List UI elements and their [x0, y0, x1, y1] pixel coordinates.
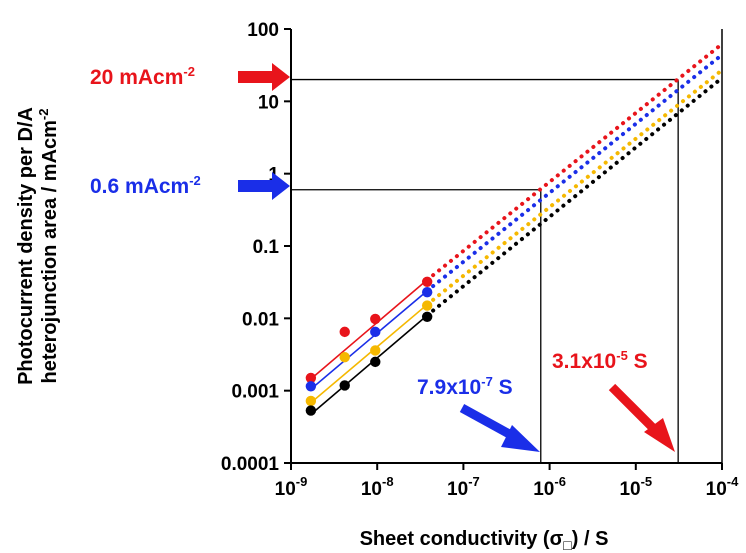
annotation-7.9e-7-s-sup: -7	[481, 374, 493, 389]
x-axis-title-suffix: ) / S	[572, 528, 609, 550]
fit-line-series-1	[310, 290, 428, 390]
annotation-20-macm2-sup: -2	[183, 64, 195, 79]
data-point-series-0	[421, 276, 433, 287]
y-tick-label: 100	[247, 20, 279, 41]
annotation-3.1e-5-s: 3.1x10-5 S	[552, 348, 648, 373]
data-point-series-3	[370, 356, 381, 368]
x-axis-title-main: Sheet conductivity (σ	[360, 528, 564, 550]
x-tick-exp: -9	[296, 474, 308, 489]
y-tick-label: 0.0001	[221, 454, 280, 475]
x-axis-title-sub: □	[563, 537, 572, 553]
x-tick-label: 10-8	[361, 474, 394, 500]
annotation-0.6-macm2-sup: -2	[189, 173, 201, 188]
annotation-20-macm2: 20 mAcm-2	[90, 64, 195, 89]
annotation-0.6-macm2: 0.6 mAcm-2	[90, 173, 201, 198]
extrapolation-series-3	[425, 76, 724, 318]
data-point-series-0	[305, 372, 317, 384]
data-point-series-3	[305, 405, 317, 416]
x-tick-label: 10-5	[619, 474, 652, 500]
data-point-series-2	[421, 300, 433, 311]
arrow-red-x-head	[644, 418, 675, 452]
annotation-7.9e-7-s-pre: 7.9x10	[417, 376, 481, 399]
data-point-series-1	[421, 286, 433, 298]
arrow-red-x-shaft	[608, 383, 663, 438]
data-point-series-1	[370, 326, 381, 338]
x-tick-label: 10-4	[706, 474, 739, 500]
y-tick-label: 0.1	[253, 237, 280, 258]
fit-line-series-0	[310, 279, 428, 380]
x-tick-label: 10-9	[275, 474, 308, 500]
y-tick-label: 0.01	[242, 309, 279, 330]
annotation-3.1e-5-s-pre: 3.1x10	[552, 350, 616, 373]
x-tick-base: 10	[361, 479, 382, 500]
data-point-series-2	[370, 345, 381, 356]
x-tick-exp: -8	[382, 474, 394, 489]
extrapolation-series-2	[425, 68, 724, 307]
data-point-series-3	[421, 311, 433, 323]
annotation-3.1e-5-s-post: S	[628, 350, 648, 373]
arrow-blue-y	[238, 172, 290, 200]
y-tick-label: 10	[258, 92, 279, 113]
x-tick-exp: -5	[641, 474, 653, 489]
fit-line-series-2	[310, 303, 428, 404]
x-tick-base: 10	[275, 479, 296, 500]
fit-line-series-3	[310, 314, 428, 415]
y-axis-title-line2-sup: -2	[36, 109, 51, 121]
data-point-series-3	[339, 380, 350, 391]
extrapolation-lines	[425, 42, 724, 318]
x-tick-exp: -6	[554, 474, 566, 489]
arrow-blue-x-head	[501, 425, 540, 452]
extrapolation-series-0	[425, 42, 724, 282]
x-tick-base: 10	[706, 479, 727, 500]
annotation-20-macm2-text: 20 mAcm	[90, 66, 183, 89]
y-axis-title-line2: heterojunction area / mAcm-2	[36, 109, 61, 384]
x-tick-exp: -7	[468, 474, 480, 489]
x-tick-exp: -4	[727, 474, 739, 489]
annotation-3.1e-5-s-sup: -5	[616, 348, 628, 363]
y-axis-title-line1: Photocurrent density per D/A	[15, 107, 37, 385]
annotation-7.9e-7-s: 7.9x10-7 S	[417, 374, 513, 399]
y-tick-label: 0.001	[231, 382, 279, 403]
x-tick-label: 10-6	[533, 474, 566, 500]
data-point-series-2	[305, 395, 317, 407]
extrapolation-series-1	[425, 52, 724, 293]
data-point-series-0	[370, 313, 381, 325]
reference-lines	[291, 78, 679, 463]
x-tick-base: 10	[533, 479, 554, 500]
y-axis-title-line2-text: heterojunction area / mAcm	[39, 120, 61, 383]
x-tick-base: 10	[447, 479, 468, 500]
data-points	[305, 276, 433, 416]
data-point-series-0	[339, 326, 350, 338]
fit-lines	[310, 279, 428, 415]
annotation-7.9e-7-s-post: S	[493, 376, 513, 399]
x-ticks: 10-9 10-8 10-7 10-6 10-5 10-4	[275, 463, 739, 500]
x-axis-title: Sheet conductivity (σ□) / S	[360, 528, 609, 553]
x-tick-base: 10	[619, 479, 640, 500]
arrow-red-y	[238, 63, 290, 91]
data-point-series-2	[339, 352, 350, 363]
data-point-series-1	[305, 381, 317, 392]
x-tick-label: 10-7	[447, 474, 480, 500]
annotation-0.6-macm2-text: 0.6 mAcm	[90, 175, 189, 198]
